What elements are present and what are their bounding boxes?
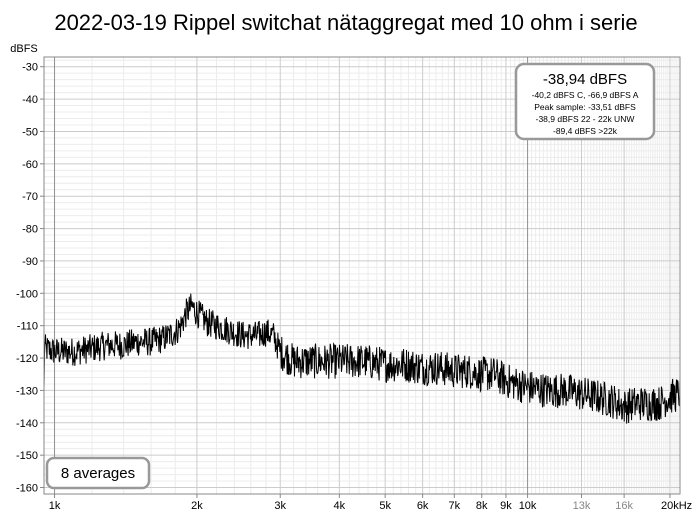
readout-main-level: -38,94 dBFS <box>543 71 627 88</box>
y-tick-label: -50 <box>22 126 38 138</box>
y-axis-ticks: -30 -40 -50 -60 -70 -80 -90 -100 -110 -120 -130 -14… <box>16 62 44 495</box>
readout-frame <box>514 62 656 141</box>
x-axis-ticks: 1k 2k 3k 4k 5k 6k 7k 8k 9k 10k 13k 16k 20kHz <box>49 494 692 512</box>
spectrum-series-line <box>44 293 680 424</box>
readout-above-22k-level: -89,4 dBFS >22k <box>553 126 618 136</box>
x-tick-label: 3k <box>274 500 286 512</box>
y-tick-label: -30 <box>22 62 38 74</box>
x-tick-label: 13k <box>573 500 591 512</box>
y-tick-label: -40 <box>22 94 38 106</box>
y-tick-label: -160 <box>16 483 38 495</box>
series-layer <box>44 293 680 424</box>
x-tick-label: 4k <box>334 500 346 512</box>
y-tick-label: -140 <box>16 418 38 430</box>
x-tick-label: 10k <box>519 500 537 512</box>
x-tick-label: 7k <box>448 500 460 512</box>
x-tick-label: 1k <box>49 500 61 512</box>
y-tick-label: -120 <box>16 353 38 365</box>
x-tick-label: 5k <box>379 500 391 512</box>
chart-title: 2022-03-19 Rippel switchat nätaggregat m… <box>54 10 637 35</box>
averages-label: 8 averages <box>61 465 135 482</box>
readout-peak-sample: Peak sample: -33,51 dBFS <box>534 102 636 112</box>
readout-weighted-levels: -40,2 dBFS C, -66,9 dBFS A <box>532 90 639 100</box>
plot-frame <box>43 56 681 495</box>
y-tick-label: -90 <box>22 256 38 268</box>
y-tick-label: -150 <box>16 450 38 462</box>
x-tick-label: 8k <box>476 500 488 512</box>
x-tick-label: 2k <box>191 500 203 512</box>
x-tick-label: 9k <box>500 500 512 512</box>
y-axis-unit-label: dBFS <box>10 43 38 55</box>
y-tick-label: -70 <box>22 191 38 203</box>
x-tick-label: 20kHz <box>661 500 692 512</box>
readout-box: -38,94 dBFS -40,2 dBFS C, -66,9 dBFS A P… <box>514 62 656 141</box>
x-tick-label: 6k <box>417 500 429 512</box>
y-tick-label: -100 <box>16 288 38 300</box>
y-tick-label: -60 <box>22 159 38 171</box>
y-tick-label: -110 <box>17 321 38 333</box>
y-tick-label: -80 <box>22 224 38 236</box>
y-tick-label: -130 <box>16 385 38 397</box>
averages-frame <box>45 456 151 490</box>
readout-unweighted-level: -38,9 dBFS 22 - 22k UNW <box>536 114 635 124</box>
x-tick-label: 16k <box>615 500 633 512</box>
averages-box: 8 averages <box>45 456 151 490</box>
